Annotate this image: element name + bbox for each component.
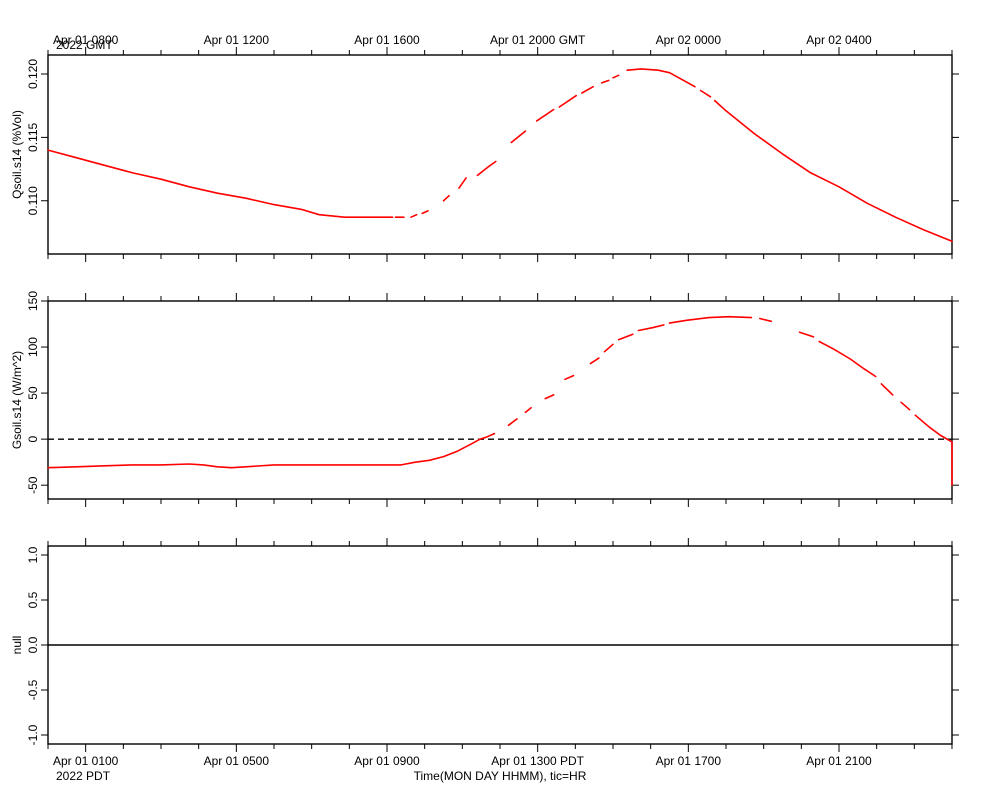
series-line-segment: [47, 149, 394, 218]
panel-2-frame: [47, 300, 953, 500]
series-line-segment: [798, 331, 815, 338]
series-line-segment: [442, 194, 450, 202]
x-axis-label: Time(MON DAY HHMM), tic=HR: [414, 769, 587, 783]
series-line-segment: [564, 374, 575, 381]
series-line-segment: [476, 160, 497, 177]
chart-root: 0.110 0.115 0.120 Qsoil.s14 (%Vol) -50 0 50 100…: [10, 33, 959, 783]
series-line-segment: [589, 357, 600, 365]
top-x-tick-label: Apr 01 1200: [204, 33, 270, 47]
series-line-segment: [603, 343, 614, 353]
y-tick-label: 150: [26, 291, 40, 311]
series-line-segment: [510, 130, 527, 144]
series-line-segment: [581, 85, 595, 94]
bottom-x-tick-label: Apr 01 1700: [656, 754, 722, 768]
series-line-segment: [544, 394, 555, 400]
y-tick-label: -0.5: [26, 679, 40, 700]
bottom-x-tick-label: Apr 01 1300 PDT: [491, 754, 584, 768]
series-line-segment: [637, 324, 665, 332]
series-line-segment: [818, 340, 877, 378]
panel-3: -1.0 -0.5 0.0 0.5 1.0 null: [10, 538, 959, 752]
y-tick-label: 0.120: [26, 59, 40, 89]
series-line-segment: [617, 333, 634, 341]
series-line-segment: [410, 213, 418, 218]
series-line-segment: [699, 89, 712, 98]
series-2: [47, 315, 953, 487]
series-line-segment: [713, 99, 953, 243]
y-tick-label: 0.115: [26, 122, 40, 151]
series-line-segment: [47, 432, 496, 469]
top-year-label: 2022 GMT: [56, 38, 113, 52]
top-x-tick-label: Apr 01 0800: [53, 33, 119, 47]
y-tick-label: 1.0: [26, 546, 40, 563]
bottom-year-label: 2022 PDT: [56, 769, 111, 783]
series-line-segment: [558, 94, 578, 108]
y-axis-label: Qsoil.s14 (%Vol): [10, 110, 24, 199]
bottom-x-tick-label: Apr 01 0500: [204, 754, 270, 768]
y-tick-label: 100: [26, 337, 40, 357]
y-tick-label: -50: [26, 476, 40, 494]
y-tick-label: 0.5: [26, 591, 40, 608]
series-line-segment: [914, 414, 953, 487]
series-line-segment: [759, 317, 773, 323]
series-line-segment: [524, 406, 532, 414]
top-x-tick-label: Apr 02 0000: [656, 33, 722, 47]
series-line-segment: [421, 210, 429, 215]
series-line-segment: [535, 108, 555, 122]
top-x-tick-label: Apr 02 0400: [806, 33, 872, 47]
bottom-x-tick-label: Apr 01 2100: [806, 754, 872, 768]
series-line-segment: [612, 74, 620, 79]
y-tick-label: 0.110: [26, 186, 40, 215]
panel-1-frame: [47, 54, 953, 255]
y-axis-label: Gsoil.s14 (W/m^2): [10, 351, 24, 449]
y-tick-label: 0.0: [26, 636, 40, 653]
series-line-segment: [668, 315, 753, 324]
y-tick-label: 50: [26, 386, 40, 400]
series-1: [47, 68, 953, 243]
y-tick-label: 0: [26, 435, 40, 442]
panel-1: 0.110 0.115 0.120 Qsoil.s14 (%Vol): [10, 47, 959, 262]
y-axis-label: null: [10, 636, 24, 655]
top-x-tick-label: Apr 01 1600: [354, 33, 420, 47]
series-line-segment: [600, 79, 610, 84]
bottom-x-tick-label: Apr 01 0100: [53, 754, 119, 768]
panel-2: -50 0 50 100 150 Gsoil.s14 (W/m^2): [10, 291, 959, 507]
series-line-segment: [507, 418, 518, 427]
y-tick-label: -1.0: [26, 724, 40, 745]
top-x-tick-label: Apr 01 2000 GMT: [490, 33, 586, 47]
series-line-segment: [458, 177, 467, 189]
series-line-segment: [900, 401, 911, 411]
series-line-segment: [880, 383, 894, 396]
bottom-x-tick-label: Apr 01 0900: [354, 754, 420, 768]
series-line-segment: [626, 68, 696, 88]
